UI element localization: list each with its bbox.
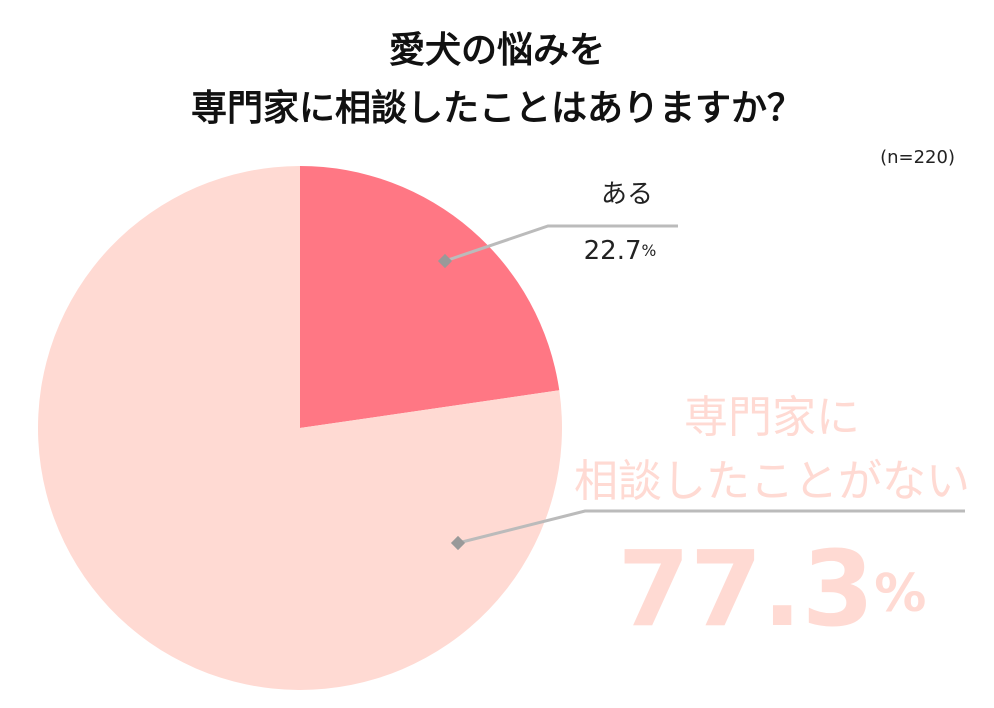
chart-title: 専門家に相談したことはありますか？ bbox=[191, 88, 803, 129]
leader-lines bbox=[444, 224, 965, 545]
slice-label: ある bbox=[601, 180, 653, 210]
pie bbox=[37, 166, 562, 690]
slice-label: 相談したことがない bbox=[574, 456, 970, 507]
leader-dot bbox=[437, 253, 453, 269]
leader-dots bbox=[437, 253, 466, 551]
value-label: 22.7% bbox=[584, 236, 657, 266]
chart-subtitle: (n=220) bbox=[880, 147, 955, 168]
value-label: 77.3% bbox=[618, 528, 927, 650]
chart-title: 愛犬の悩みを bbox=[389, 30, 605, 71]
leader-line bbox=[444, 224, 678, 263]
leader-dot bbox=[450, 535, 466, 551]
slice-label: 専門家に bbox=[684, 392, 860, 443]
pie-slice bbox=[37, 166, 562, 690]
pie-slice bbox=[300, 166, 560, 428]
leader-line bbox=[457, 509, 965, 545]
